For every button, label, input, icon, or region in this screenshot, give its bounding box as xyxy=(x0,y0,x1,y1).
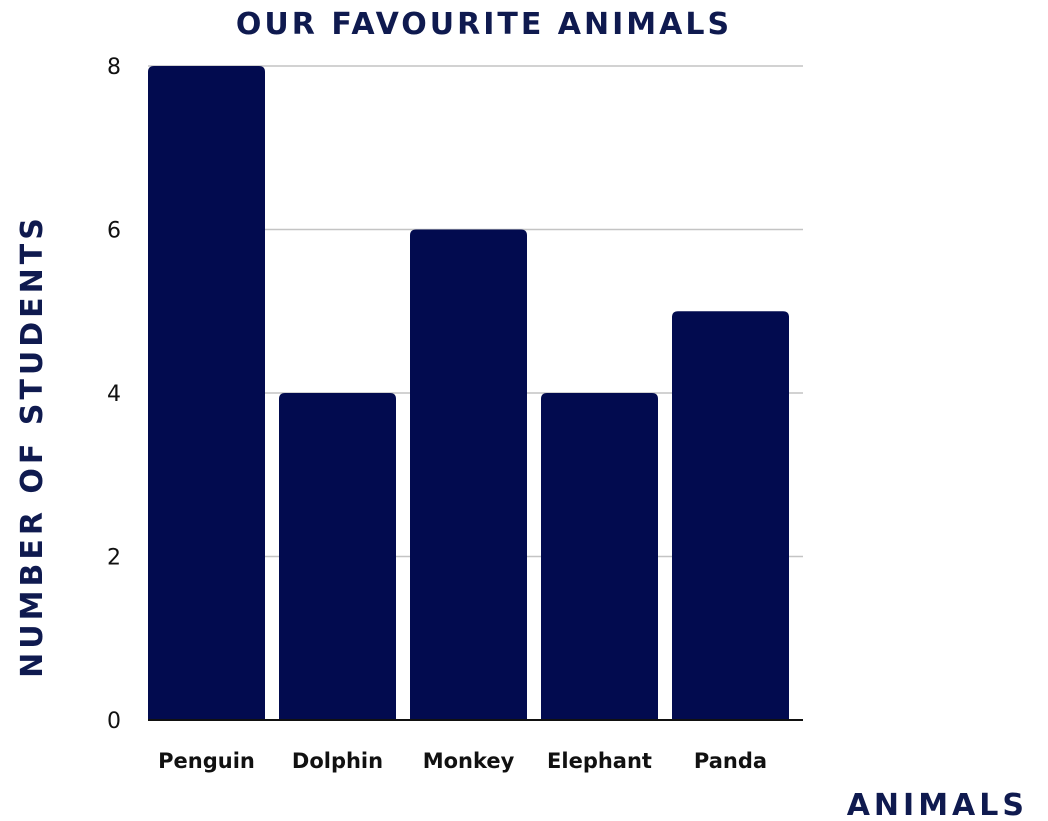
x-axis-title: ANIMALS xyxy=(847,788,1028,821)
bar-monkey xyxy=(410,229,527,720)
x-tick-label: Penguin xyxy=(158,749,255,773)
bar-panda xyxy=(672,311,789,720)
y-tick-label: 6 xyxy=(107,219,121,244)
y-tick-label: 0 xyxy=(107,709,121,734)
y-axis-title: NUMBER OF STUDENTS xyxy=(15,214,50,678)
y-tick-label: 4 xyxy=(107,382,121,407)
category-labels: Penguin Dolphin Monkey Elephant Panda xyxy=(158,749,767,773)
y-tick-label: 2 xyxy=(107,546,121,571)
y-axis-tick-labels: 0 2 4 6 8 xyxy=(107,55,121,734)
bar-penguin xyxy=(148,66,265,720)
x-tick-label: Dolphin xyxy=(292,749,383,773)
chart-title: OUR FAVOURITE ANIMALS xyxy=(236,7,732,42)
x-tick-label: Monkey xyxy=(423,749,515,773)
bars xyxy=(148,66,789,720)
y-tick-label: 8 xyxy=(107,55,121,80)
bar-dolphin xyxy=(279,393,396,720)
x-tick-label: Elephant xyxy=(547,749,652,773)
x-tick-label: Panda xyxy=(694,749,767,773)
bar-elephant xyxy=(541,393,658,720)
